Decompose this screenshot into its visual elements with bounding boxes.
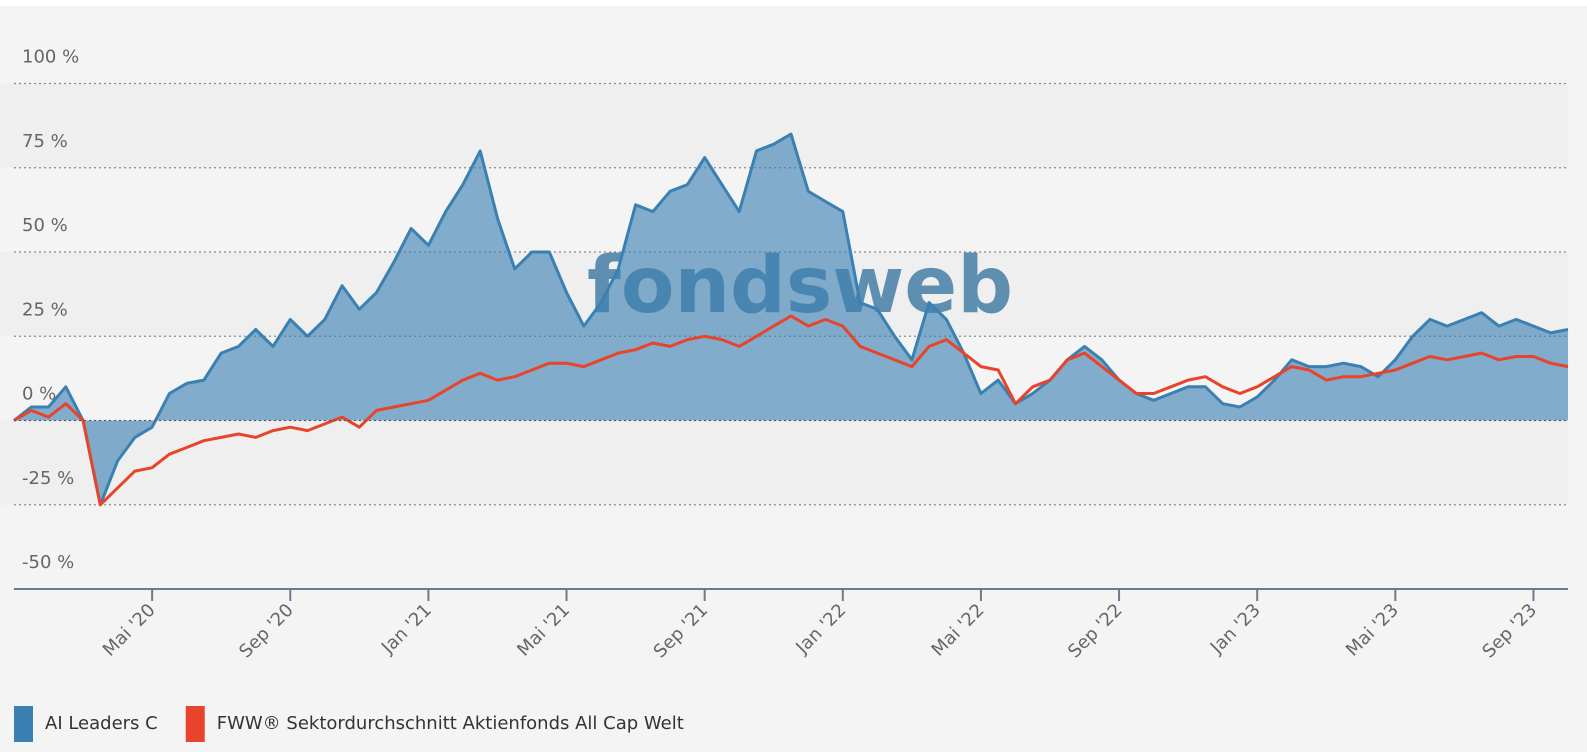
legend-swatch — [14, 706, 33, 742]
y-tick-label: 50 % — [22, 215, 68, 236]
y-tick-label: -50 % — [22, 552, 74, 573]
y-tick-label: 75 % — [22, 131, 68, 152]
y-tick-label: 100 % — [22, 47, 79, 68]
y-tick-label: 0 % — [22, 384, 56, 405]
legend-label: FWW® Sektordurchschnitt Aktienfonds All … — [217, 713, 684, 734]
legend-label: AI Leaders C — [45, 713, 158, 734]
y-tick-label: -25 % — [22, 468, 74, 489]
area-fill — [14, 134, 1568, 505]
series-line — [13, 314, 1569, 507]
y-tick-label: 25 % — [22, 299, 68, 320]
series-line — [13, 132, 1569, 507]
legend-swatch — [185, 706, 205, 742]
